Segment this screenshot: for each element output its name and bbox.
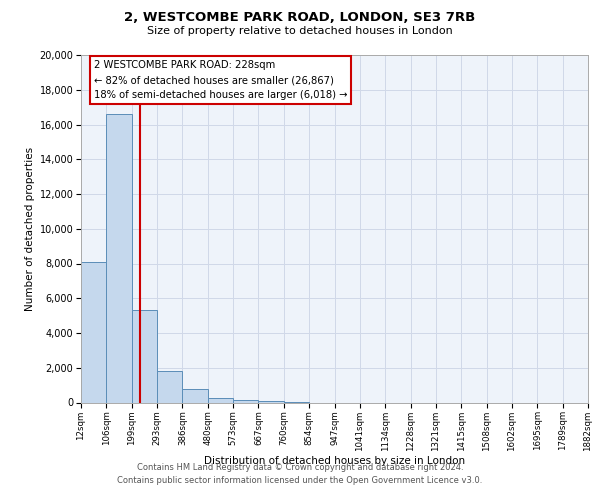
Bar — [81, 262, 106, 402]
X-axis label: Distribution of detached houses by size in London: Distribution of detached houses by size … — [204, 456, 465, 466]
Bar — [208, 398, 233, 402]
Text: Size of property relative to detached houses in London: Size of property relative to detached ho… — [147, 26, 453, 36]
Y-axis label: Number of detached properties: Number of detached properties — [25, 146, 35, 311]
Text: Contains HM Land Registry data © Crown copyright and database right 2024.: Contains HM Land Registry data © Crown c… — [137, 462, 463, 471]
Bar — [106, 114, 132, 403]
Bar — [182, 390, 208, 402]
Bar — [157, 371, 182, 402]
Text: 2, WESTCOMBE PARK ROAD, LONDON, SE3 7RB: 2, WESTCOMBE PARK ROAD, LONDON, SE3 7RB — [124, 11, 476, 24]
Text: Contains public sector information licensed under the Open Government Licence v3: Contains public sector information licen… — [118, 476, 482, 485]
Bar — [132, 310, 157, 402]
Text: 2 WESTCOMBE PARK ROAD: 228sqm
← 82% of detached houses are smaller (26,867)
18% : 2 WESTCOMBE PARK ROAD: 228sqm ← 82% of d… — [94, 60, 347, 100]
Bar — [233, 400, 259, 402]
